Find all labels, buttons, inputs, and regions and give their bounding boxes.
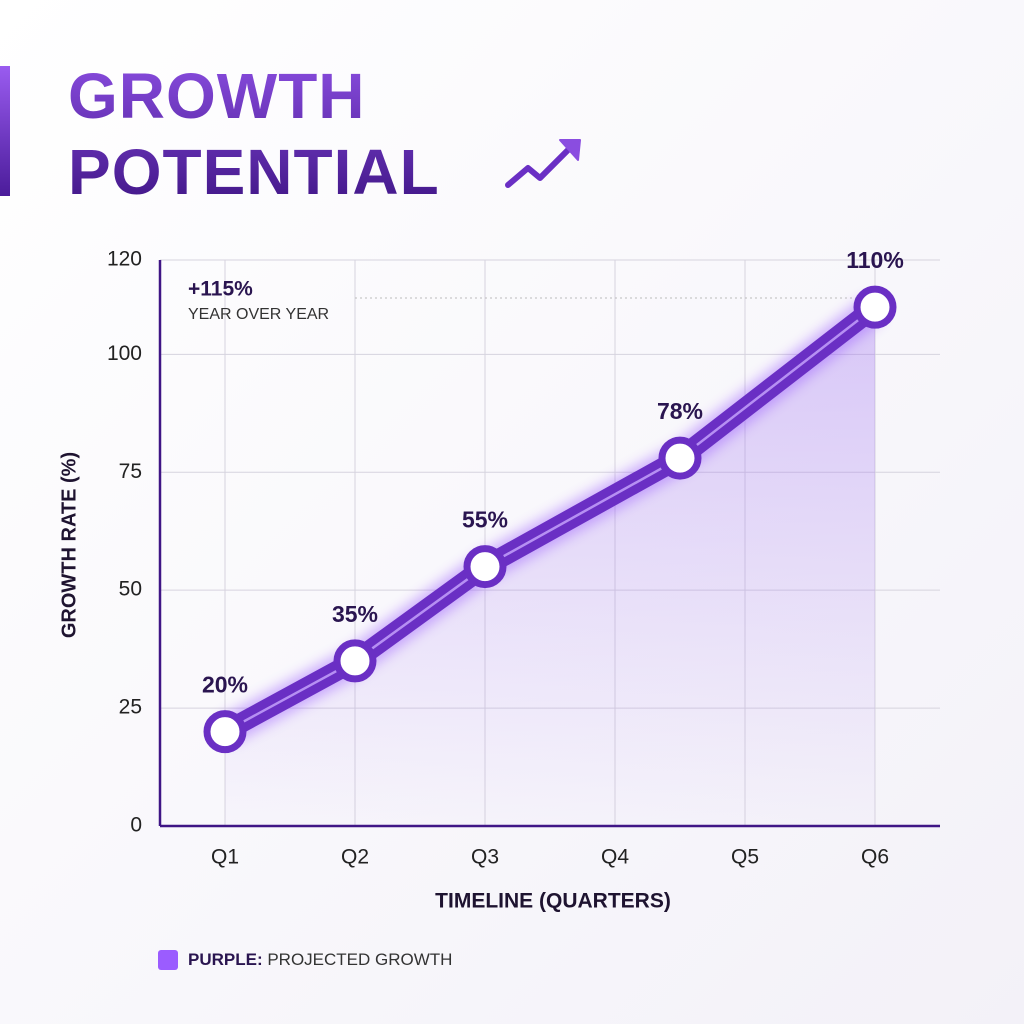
trend-icon: [505, 139, 581, 188]
y-tick-label: 0: [130, 814, 142, 837]
y-tick-label: 100: [107, 342, 142, 365]
y-tick-label: 75: [119, 460, 142, 483]
annotation-value: +115%: [188, 278, 253, 301]
x-axis-label: TIMELINE (QUARTERS): [435, 890, 671, 913]
x-tick-label: Q3: [471, 846, 499, 869]
data-label: 20%: [202, 672, 248, 698]
point-marker: [203, 710, 247, 754]
chart-title: GROWTH POTENTIAL: [68, 58, 498, 210]
data-label: 110%: [846, 247, 904, 273]
data-label: 55%: [462, 507, 508, 533]
data-label: 78%: [657, 398, 703, 424]
point-marker: [658, 436, 702, 480]
annotation-text: YEAR OVER YEAR: [188, 306, 329, 323]
legend-label: PROJECTED GROWTH: [267, 950, 452, 969]
legend-text: PURPLE: PROJECTED GROWTH: [188, 950, 452, 969]
point-marker: [463, 545, 507, 589]
point-marker: [853, 285, 897, 329]
y-tick-label: 120: [107, 248, 142, 271]
x-tick-label: Q1: [211, 846, 239, 869]
x-tick-label: Q2: [341, 846, 369, 869]
x-tick-label: Q5: [731, 846, 759, 869]
accent-bar: [0, 66, 10, 196]
y-tick-label: 50: [119, 578, 142, 601]
x-tick-label: Q6: [861, 846, 889, 869]
y-axis-label: GROWTH RATE (%): [58, 452, 80, 638]
legend-swatch: [158, 950, 178, 970]
x-tick-label: Q4: [601, 846, 629, 869]
data-label: 35%: [332, 601, 378, 627]
point-marker: [333, 639, 377, 683]
y-tick-label: 25: [119, 696, 142, 719]
legend-prefix: PURPLE:: [188, 950, 267, 969]
